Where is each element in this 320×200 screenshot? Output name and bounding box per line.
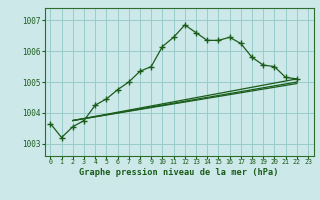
X-axis label: Graphe pression niveau de la mer (hPa): Graphe pression niveau de la mer (hPa)	[79, 168, 279, 177]
